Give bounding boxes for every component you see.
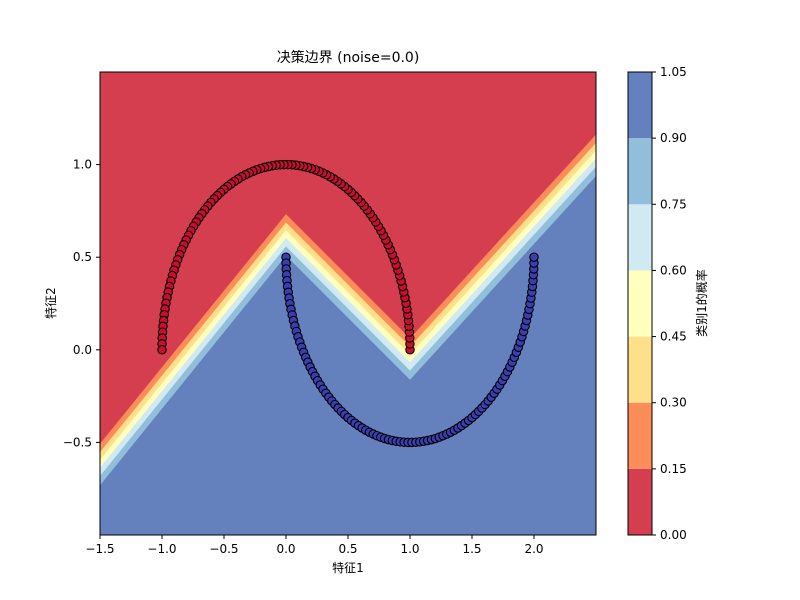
colorbar-segment — [628, 468, 652, 535]
y-tick-label: 0.0 — [73, 343, 92, 357]
plot-area — [100, 72, 596, 535]
colorbar: 0.00 0.15 0.30 0.45 0.60 0.75 0.90 1.05 — [627, 65, 687, 542]
y-axis-label: 特征2 — [43, 287, 58, 319]
scatter-point-series0 — [157, 345, 167, 355]
colorbar-tick-label: 0.00 — [660, 528, 687, 542]
colorbar-segment — [628, 270, 652, 337]
scatter-points — [157, 159, 539, 448]
x-tick-label: −0.5 — [209, 542, 238, 556]
colorbar-segment — [628, 204, 652, 271]
colorbar-segment — [628, 336, 652, 403]
colorbar-label: 类别1的概率 — [694, 269, 709, 337]
y-tick-label: 1.0 — [73, 158, 92, 172]
y-axis: −0.5 0.0 0.5 1.0 — [63, 158, 100, 449]
contour-bands — [100, 72, 596, 535]
x-tick-label: 0.5 — [338, 542, 357, 556]
x-axis-label: 特征1 — [332, 560, 364, 575]
colorbar-segment — [628, 402, 652, 469]
colorbar-segment — [628, 138, 652, 205]
colorbar-tick-label: 1.05 — [660, 65, 687, 79]
colorbar-tick-label: 0.60 — [660, 263, 687, 277]
colorbar-frame — [627, 71, 653, 536]
colorbar-tick-label: 0.30 — [660, 396, 687, 410]
scatter-point-series1 — [529, 252, 539, 262]
colorbar-tick-label: 0.75 — [660, 197, 687, 211]
chart-title: 决策边界 (noise=0.0) — [277, 49, 420, 66]
colorbar-tick-label: 0.15 — [660, 462, 687, 476]
x-tick-label: −1.5 — [85, 542, 114, 556]
x-tick-label: 1.5 — [462, 542, 481, 556]
x-tick-label: 1.0 — [400, 542, 419, 556]
x-axis: −1.5 −1.0 −0.5 0.0 0.5 1.0 1.5 2.0 — [85, 535, 544, 556]
x-tick-label: −1.0 — [147, 542, 176, 556]
colorbar-tick-label: 0.45 — [660, 330, 687, 344]
colorbar-tick-label: 0.90 — [660, 131, 687, 145]
x-tick-label: 2.0 — [524, 542, 543, 556]
y-tick-label: 0.5 — [73, 250, 92, 264]
y-tick-label: −0.5 — [63, 435, 92, 449]
x-tick-label: 0.0 — [276, 542, 295, 556]
colorbar-segment — [628, 72, 652, 139]
